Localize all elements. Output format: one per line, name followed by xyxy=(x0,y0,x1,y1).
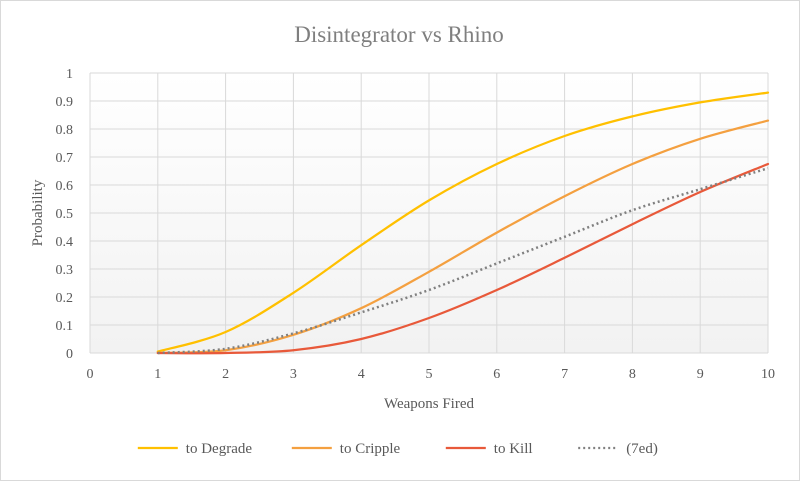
series-line-to-kill xyxy=(156,162,770,355)
x-tick-label: 2 xyxy=(222,367,229,382)
x-tick-label: 3 xyxy=(290,367,297,382)
series-line-7ed xyxy=(157,167,769,355)
y-tick-label: 0.1 xyxy=(56,319,74,334)
x-tick-label: 1 xyxy=(154,367,161,382)
legend: to Degrade to Cripple to Kill (7ed) xyxy=(137,441,658,457)
series-line-to-cripple xyxy=(156,119,770,355)
x-tick-label: 4 xyxy=(358,367,365,382)
x-axis-title: Weapons Fired xyxy=(384,396,475,412)
y-axis-title: Probability xyxy=(30,179,46,246)
gridlines xyxy=(89,72,769,354)
y-tick-label: 0.9 xyxy=(56,95,74,110)
x-tick-label: 7 xyxy=(561,367,568,382)
legend-item-to-kill: to Kill xyxy=(445,441,533,457)
legend-item-to-cripple: to Cripple xyxy=(291,441,401,457)
x-tick-label: 10 xyxy=(761,367,775,382)
x-tick-label: 9 xyxy=(697,367,704,382)
legend-label: to Degrade xyxy=(186,441,253,457)
y-tick-label: 0.3 xyxy=(56,263,74,278)
series-lines xyxy=(156,91,770,355)
y-tick-label: 0.8 xyxy=(56,123,74,138)
y-tick-label: 0.6 xyxy=(56,179,74,194)
x-tick-label: 8 xyxy=(629,367,636,382)
x-tick-label: 0 xyxy=(87,367,94,382)
x-tick-label: 5 xyxy=(426,367,433,382)
legend-label: to Cripple xyxy=(340,441,401,457)
series-line-to-degrade xyxy=(156,91,770,353)
legend-item-to-degrade: to Degrade xyxy=(137,441,253,457)
y-tick-label: 0 xyxy=(66,347,73,362)
y-tick-label: 0.7 xyxy=(56,151,74,166)
legend-label: to Kill xyxy=(494,441,533,457)
y-tick-label: 0.5 xyxy=(56,207,74,222)
legend-item-7ed: (7ed) xyxy=(578,441,658,457)
x-tick-label: 6 xyxy=(493,367,500,382)
y-tick-label: 1 xyxy=(66,67,73,82)
chart-title: Disintegrator vs Rhino xyxy=(294,22,504,47)
tick-labels: 0 1 2 3 4 5 6 7 8 9 10 0 0.1 0.2 0.3 0.4 0.5 0.6 0.7 0.8 0.9… xyxy=(56,67,776,382)
y-tick-label: 0.2 xyxy=(56,291,74,306)
y-tick-label: 0.4 xyxy=(56,235,74,250)
legend-label: (7ed) xyxy=(626,441,658,457)
